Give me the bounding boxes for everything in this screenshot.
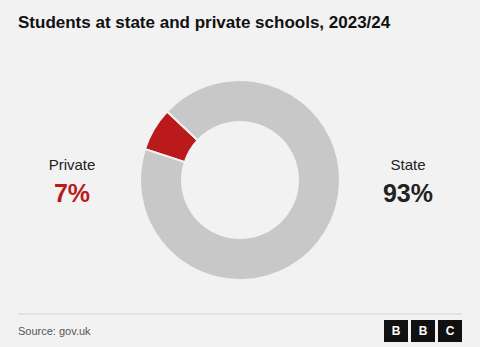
slice — [140, 80, 340, 280]
logo-box — [438, 320, 462, 342]
title: Students at state and private schools, 2… — [18, 13, 391, 32]
logo-letter: B — [392, 324, 401, 338]
category-label: Private — [49, 156, 96, 173]
logo-letter: B — [419, 324, 428, 338]
logo: BBC — [384, 320, 462, 342]
background — [0, 0, 480, 347]
source: Source: gov.uk — [18, 325, 91, 337]
logo-box — [384, 320, 408, 342]
logo-box — [411, 320, 435, 342]
value-label: 7% — [54, 179, 90, 207]
separator — [18, 314, 462, 315]
donut — [140, 80, 340, 280]
chart-container: Students at state and private schools, 2… — [0, 0, 480, 347]
logo-letter: C — [446, 324, 455, 338]
category-label: State — [390, 156, 425, 173]
chart: Students at state and private schools, 2… — [0, 0, 480, 347]
value-label: 93% — [383, 179, 433, 207]
